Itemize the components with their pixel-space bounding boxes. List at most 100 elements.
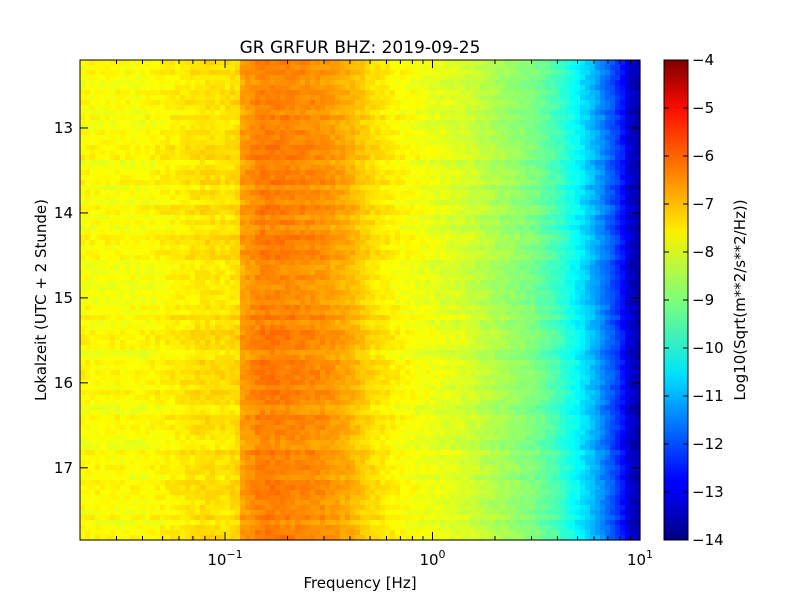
heatmap-cell [330,180,336,186]
heatmap-cell [290,60,296,66]
heatmap-cell [430,200,436,206]
heatmap-cell [215,70,221,76]
heatmap-cell [410,150,416,156]
heatmap-cell [360,105,366,111]
heatmap-cell [635,60,641,66]
heatmap-cell [620,75,626,81]
heatmap-cell [615,75,621,81]
heatmap-cell [335,145,341,151]
heatmap-cell [575,85,581,91]
heatmap-cell [410,140,416,146]
heatmap-cell [540,195,546,201]
heatmap-cell [275,280,281,286]
heatmap-cell [550,90,556,96]
heatmap-cell [610,150,616,156]
heatmap-cell [155,230,161,236]
heatmap-cell [520,215,526,221]
heatmap-cell [225,180,231,186]
heatmap-cell [520,145,526,151]
heatmap-cell [200,240,206,246]
heatmap-cell [225,125,231,131]
heatmap-cell [240,190,246,196]
heatmap-cell [395,65,401,71]
heatmap-cell [405,180,411,186]
heatmap-cell [390,190,396,196]
heatmap-cell [215,280,221,286]
heatmap-cell [230,180,236,186]
heatmap-cell [195,195,201,201]
heatmap-cell [595,205,601,211]
heatmap-cell [110,195,116,201]
heatmap-cell [190,255,196,261]
heatmap-cell [355,150,361,156]
heatmap-cell [245,225,251,231]
heatmap-cell [85,245,91,251]
heatmap-cell [300,165,306,171]
heatmap-cell [305,125,311,131]
heatmap-cell [330,125,336,131]
heatmap-cell [95,130,101,136]
heatmap-cell [170,90,176,96]
heatmap-cell [145,110,151,116]
heatmap-cell [420,175,426,181]
heatmap-cell [470,160,476,166]
heatmap-cell [540,240,546,246]
heatmap-cell [90,130,96,136]
heatmap-cell [185,260,191,266]
heatmap-cell [600,145,606,151]
heatmap-cell [190,75,196,81]
heatmap-cell [355,180,361,186]
heatmap-cell [150,110,156,116]
heatmap-cell [190,160,196,166]
heatmap-cell [210,155,216,161]
heatmap-cell [500,140,506,146]
heatmap-cell [575,195,581,201]
heatmap-cell [150,265,156,271]
heatmap-cell [320,125,326,131]
heatmap-cell [235,90,241,96]
heatmap-cell [370,160,376,166]
heatmap-cell [195,70,201,76]
heatmap-cell [220,280,226,286]
heatmap-cell [400,170,406,176]
heatmap-cell [160,95,166,101]
heatmap-cell [210,75,216,81]
heatmap-cell [330,165,336,171]
heatmap-cell [300,65,306,71]
heatmap-cell [605,180,611,186]
heatmap-cell [115,230,121,236]
heatmap-cell [160,155,166,161]
heatmap-cell [515,210,521,216]
heatmap-cell [275,270,281,276]
heatmap-cell [490,190,496,196]
heatmap-cell [320,100,326,106]
heatmap-cell [415,60,421,66]
heatmap-cell [145,245,151,251]
heatmap-cell [490,180,496,186]
heatmap-cell [85,170,91,176]
heatmap-cell [245,240,251,246]
heatmap-cell [330,275,336,281]
heatmap-cell [420,125,426,131]
heatmap-cell [125,255,131,261]
heatmap-cell [100,240,106,246]
heatmap-cell [545,100,551,106]
heatmap-cell [80,280,86,286]
heatmap-cell [315,135,321,141]
heatmap-cell [300,185,306,191]
heatmap-cell [280,130,286,136]
heatmap-cell [545,160,551,166]
heatmap-cell [390,230,396,236]
heatmap-cell [440,210,446,216]
heatmap-cell [575,185,581,191]
heatmap-cell [125,110,131,116]
heatmap-cell [245,170,251,176]
heatmap-cell [115,100,121,106]
heatmap-cell [450,75,456,81]
heatmap-cell [615,115,621,121]
heatmap-cell [195,270,201,276]
heatmap-cell [480,115,486,121]
heatmap-cell [595,75,601,81]
heatmap-cell [90,70,96,76]
